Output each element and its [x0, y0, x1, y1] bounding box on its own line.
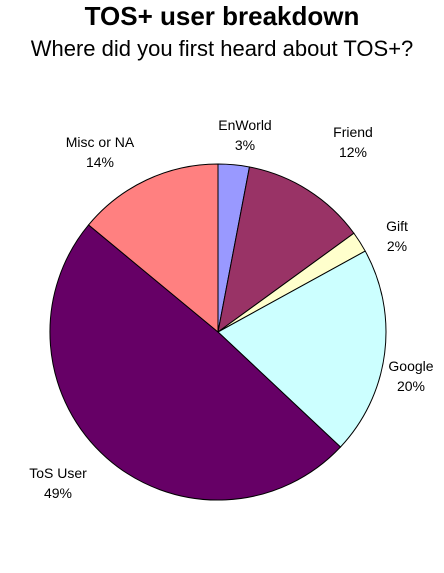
- pie-slices: [49, 163, 387, 501]
- slice-percent-friend: 12%: [339, 144, 367, 160]
- slice-percent-google: 20%: [397, 378, 425, 394]
- slice-label-tos-user: ToS User: [29, 465, 87, 481]
- pie-slice-tos-user: [49, 224, 342, 501]
- pie-slice-friend: [217, 166, 355, 334]
- chart-subtitle: Where did you first heard about TOS+?: [30, 36, 414, 61]
- slice-label-google: Google: [388, 358, 433, 374]
- slice-label-misc-or-na: Misc or NA: [66, 134, 135, 150]
- slice-percent-enworld: 3%: [235, 137, 255, 153]
- slice-label-friend: Friend: [333, 124, 373, 140]
- slice-label-enworld: EnWorld: [218, 117, 271, 133]
- chart-title: TOS+ user breakdown: [84, 1, 360, 31]
- pie-slice-google: [217, 250, 387, 448]
- pie-slice-misc-or-na: [87, 163, 219, 334]
- slice-percent-gift: 2%: [387, 238, 407, 254]
- slice-percent-tos-user: 49%: [44, 485, 72, 501]
- slice-label-gift: Gift: [386, 218, 408, 234]
- pie-labels: EnWorld 3% Friend 12% Gift 2% Google 20% ToS Use…: [29, 117, 434, 501]
- slice-percent-misc-or-na: 14%: [86, 154, 114, 170]
